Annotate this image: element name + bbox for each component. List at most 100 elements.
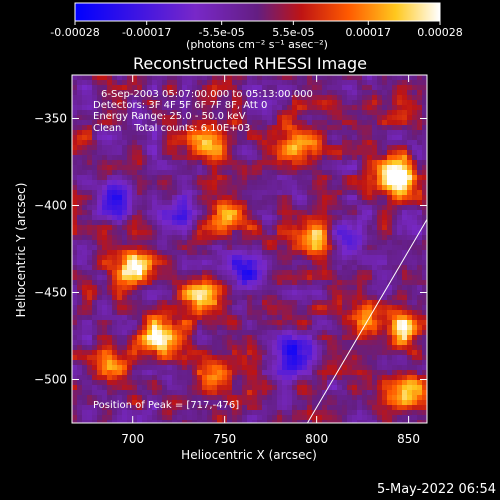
colorbar-stripe bbox=[190, 3, 192, 21]
heatmap-cell bbox=[367, 310, 373, 316]
heatmap-cell bbox=[82, 290, 88, 296]
colorbar-stripe bbox=[291, 3, 293, 21]
heatmap-cell bbox=[132, 100, 138, 106]
heatmap-cell bbox=[277, 120, 283, 126]
colorbar-stripe bbox=[75, 3, 77, 21]
heatmap-cell bbox=[122, 205, 128, 211]
heatmap-cell bbox=[362, 220, 368, 226]
heatmap-cell bbox=[412, 150, 418, 156]
heatmap-cell bbox=[107, 110, 113, 116]
heatmap-cell bbox=[377, 320, 383, 326]
heatmap-cell bbox=[202, 245, 208, 251]
colorbar-stripe bbox=[306, 3, 308, 21]
heatmap-cell bbox=[417, 210, 423, 216]
heatmap-cell bbox=[297, 95, 303, 101]
heatmap-cell bbox=[417, 90, 423, 96]
heatmap-cell bbox=[152, 385, 158, 391]
heatmap-cell bbox=[152, 90, 158, 96]
heatmap-cell bbox=[377, 110, 383, 116]
heatmap-cell bbox=[132, 160, 138, 166]
heatmap-cell bbox=[287, 325, 293, 331]
heatmap-cell bbox=[202, 160, 208, 166]
heatmap-cell bbox=[252, 220, 258, 226]
heatmap-cell bbox=[362, 135, 368, 141]
heatmap-cell bbox=[162, 200, 168, 206]
heatmap-cell bbox=[357, 135, 363, 141]
heatmap-cell bbox=[397, 90, 403, 96]
heatmap-cell bbox=[397, 120, 403, 126]
heatmap-cell bbox=[127, 160, 133, 166]
heatmap-cell bbox=[72, 260, 78, 266]
heatmap-cell bbox=[387, 310, 393, 316]
heatmap-cell bbox=[397, 165, 403, 171]
heatmap-cell bbox=[237, 290, 243, 296]
heatmap-cell bbox=[302, 85, 308, 91]
heatmap-cell bbox=[372, 135, 378, 141]
heatmap-cell bbox=[147, 140, 153, 146]
heatmap-cell bbox=[277, 250, 283, 256]
heatmap-cell bbox=[82, 100, 88, 106]
heatmap-cell bbox=[327, 325, 333, 331]
heatmap-cell bbox=[142, 395, 148, 401]
heatmap-cell bbox=[117, 75, 123, 81]
heatmap-cell bbox=[87, 295, 93, 301]
heatmap-cell bbox=[407, 305, 413, 311]
heatmap-cell bbox=[377, 210, 383, 216]
heatmap-cell bbox=[132, 75, 138, 81]
heatmap-cell bbox=[87, 345, 93, 351]
heatmap-cell bbox=[332, 95, 338, 101]
heatmap-cell bbox=[162, 140, 168, 146]
heatmap-cell bbox=[127, 285, 133, 291]
heatmap-cell bbox=[292, 340, 298, 346]
heatmap-cell bbox=[387, 150, 393, 156]
heatmap-cell bbox=[317, 295, 323, 301]
heatmap-cell bbox=[172, 125, 178, 131]
heatmap-cell bbox=[217, 345, 223, 351]
colorbar-stripe bbox=[241, 3, 243, 21]
heatmap-cell bbox=[162, 355, 168, 361]
heatmap-cell bbox=[417, 160, 423, 166]
heatmap-cell bbox=[422, 165, 427, 171]
heatmap-cell bbox=[312, 105, 318, 111]
heatmap-cell bbox=[382, 380, 388, 386]
heatmap-cell bbox=[212, 170, 218, 176]
heatmap-cell bbox=[297, 335, 303, 341]
heatmap-cell bbox=[227, 355, 233, 361]
heatmap-cell bbox=[327, 350, 333, 356]
heatmap-cell bbox=[167, 295, 173, 301]
heatmap-cell bbox=[177, 365, 183, 371]
heatmap-cell bbox=[367, 105, 373, 111]
heatmap-cell bbox=[167, 300, 173, 306]
heatmap-cell bbox=[132, 340, 138, 346]
heatmap-cell bbox=[187, 110, 193, 116]
heatmap-cell bbox=[157, 110, 163, 116]
heatmap-cell bbox=[297, 85, 303, 91]
colorbar-stripe bbox=[345, 3, 347, 21]
heatmap-cell bbox=[277, 340, 283, 346]
heatmap-cell bbox=[137, 135, 143, 141]
colorbar-stripe bbox=[212, 3, 214, 21]
heatmap-cell bbox=[142, 300, 148, 306]
heatmap-cell bbox=[147, 145, 153, 151]
heatmap-cell bbox=[192, 300, 198, 306]
heatmap-cell bbox=[302, 225, 308, 231]
heatmap-cell bbox=[417, 185, 423, 191]
heatmap-cell bbox=[107, 80, 113, 86]
heatmap-cell bbox=[422, 95, 427, 101]
heatmap-cell bbox=[297, 275, 303, 281]
heatmap-cell bbox=[307, 305, 313, 311]
heatmap-cell bbox=[112, 325, 118, 331]
heatmap-cell bbox=[277, 255, 283, 261]
heatmap-cell bbox=[252, 250, 258, 256]
heatmap-cell bbox=[267, 140, 273, 146]
heatmap-cell bbox=[317, 105, 323, 111]
heatmap-cell bbox=[307, 240, 313, 246]
heatmap-cell bbox=[227, 190, 233, 196]
heatmap-cell bbox=[137, 250, 143, 256]
heatmap-cell bbox=[252, 140, 258, 146]
heatmap-cell bbox=[372, 320, 378, 326]
heatmap-cell bbox=[167, 185, 173, 191]
heatmap-cell bbox=[177, 175, 183, 181]
colorbar-stripe bbox=[424, 3, 426, 21]
heatmap-cell bbox=[142, 255, 148, 261]
